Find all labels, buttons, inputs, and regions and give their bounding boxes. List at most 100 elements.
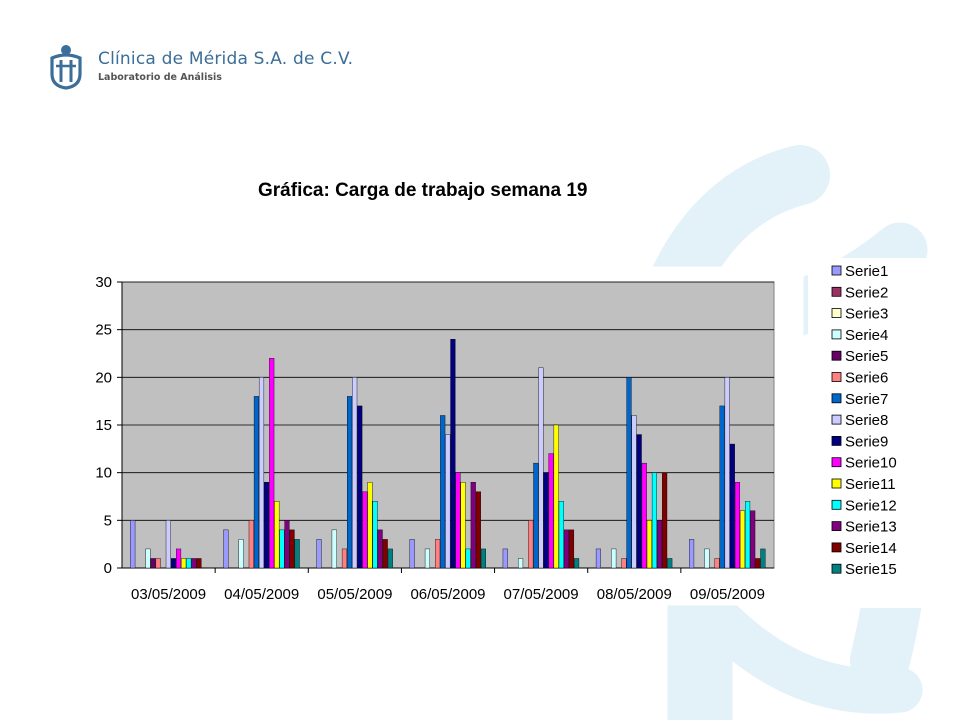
bar-serie14-3: [382, 539, 388, 569]
bar-serie1-1: [130, 520, 136, 569]
bar-serie4-1: [145, 548, 151, 569]
bar-serie4-7: [704, 548, 710, 569]
bar-serie15-5: [574, 558, 580, 569]
bar-serie1-4: [409, 539, 415, 569]
bar-serie5-1: [150, 558, 156, 569]
x-tick-label: 04/05/2009: [224, 586, 299, 603]
legend-swatch-serie12: [831, 499, 842, 510]
bar-serie8-2: [258, 377, 265, 569]
legend-swatch-serie5: [831, 350, 842, 361]
bar-serie7-7: [719, 405, 725, 569]
legend-swatch-serie6: [831, 372, 842, 382]
bar-serie13-4: [470, 482, 476, 569]
bar-serie14-4: [475, 491, 481, 569]
legend-swatch-serie4: [831, 329, 842, 340]
bar-serie6-7: [714, 558, 720, 569]
bar-serie8-1: [165, 520, 171, 569]
bar-serie6-4: [435, 539, 441, 569]
bar-serie9-6: [636, 434, 642, 569]
bar-serie12-1: [186, 558, 192, 569]
bar-serie6-3: [341, 548, 348, 569]
bar-serie4-5: [518, 558, 524, 569]
legend-label-serie2: Serie2: [845, 284, 888, 301]
legend-swatch-serie13: [831, 521, 842, 531]
legend-swatch-serie11: [831, 478, 842, 489]
bar-serie10-1: [176, 548, 182, 569]
bar-serie11-6: [646, 520, 652, 569]
bar-serie11-3: [367, 482, 373, 569]
bar-serie7-6: [626, 377, 632, 569]
bar-serie4-4: [424, 548, 430, 569]
bar-serie11-5: [553, 424, 559, 569]
bar-serie6-5: [528, 520, 534, 569]
bar-serie10-3: [362, 491, 368, 569]
bar-serie12-6: [651, 472, 657, 569]
bar-serie13-3: [377, 529, 383, 569]
clinic-logo-icon: [50, 45, 82, 90]
bar-serie12-2: [279, 529, 285, 569]
bar-serie1-7: [689, 539, 695, 569]
bar-serie10-6: [641, 462, 647, 569]
bar-serie15-7: [760, 548, 766, 569]
bar-serie9-7: [729, 443, 735, 569]
y-tick-label: 15: [95, 417, 112, 434]
legend-label-serie12: Serie12: [845, 497, 897, 514]
bar-serie1-2: [223, 529, 229, 569]
bar-serie4-2: [238, 539, 244, 569]
y-tick-label: 0: [104, 560, 112, 577]
x-tick-label: 03/05/2009: [131, 586, 206, 603]
bar-serie12-3: [372, 501, 378, 569]
legend-label-serie11: Serie11: [845, 476, 896, 493]
bar-serie9-1: [170, 558, 177, 569]
bar-serie8-6: [631, 415, 637, 569]
legend-label-serie13: Serie13: [845, 519, 897, 536]
bar-serie6-6: [621, 558, 627, 569]
bar-serie11-2: [274, 501, 280, 569]
legend-label-serie3: Serie3: [845, 306, 888, 323]
legend-label-serie1: Serie1: [845, 263, 888, 280]
slide-title: Gráfica: Carga de trabajo semana 19: [258, 180, 588, 201]
company-subtitle: Laboratorio de Análisis: [98, 72, 222, 83]
bar-serie6-1: [155, 558, 161, 569]
y-tick-label: 20: [95, 369, 112, 386]
bar-serie7-4: [440, 415, 446, 569]
bar-serie14-1: [196, 558, 202, 569]
legend-swatch-serie9: [831, 435, 842, 446]
bar-serie14-6: [662, 472, 668, 569]
bar-serie9-2: [264, 482, 270, 569]
y-tick-label: 30: [95, 274, 112, 291]
legend-label-serie15: Serie15: [845, 561, 897, 578]
bar-serie1-6: [595, 548, 601, 569]
bar-serie8-3: [352, 377, 358, 569]
bar-serie15-3: [387, 548, 393, 569]
bar-serie11-4: [460, 482, 466, 569]
bar-serie8-5: [538, 367, 544, 569]
y-tick-label: 10: [95, 465, 112, 482]
legend-swatch-serie15: [831, 563, 842, 574]
bar-serie11-7: [739, 510, 746, 569]
x-tick-label: 06/05/2009: [410, 586, 485, 603]
bar-serie9-4: [450, 339, 456, 569]
bar-serie1-5: [502, 548, 508, 569]
legend-swatch-serie10: [831, 457, 842, 468]
y-tick-label: 5: [104, 512, 112, 529]
bar-serie15-4: [480, 548, 486, 569]
bar-serie12-4: [465, 548, 471, 569]
legend-label-serie9: Serie9: [845, 433, 888, 450]
bar-serie12-7: [745, 501, 751, 569]
bar-serie15-6: [667, 558, 673, 569]
bar-serie10-4: [455, 472, 461, 569]
company-name: Clínica de Mérida S.A. de C.V.: [98, 49, 354, 69]
legend-swatch-serie1: [831, 265, 842, 276]
bar-serie10-7: [734, 482, 740, 569]
legend-label-serie7: Serie7: [845, 391, 888, 408]
bar-serie1-3: [316, 539, 322, 569]
legend-swatch-serie8: [831, 414, 842, 425]
bar-serie7-5: [533, 462, 539, 569]
legend-label-serie5: Serie5: [845, 348, 888, 365]
bar-serie4-3: [331, 529, 337, 569]
bar-serie11-1: [181, 558, 187, 569]
bar-serie7-3: [347, 396, 353, 569]
y-tick-label: 25: [95, 322, 112, 339]
bar-serie10-2: [269, 358, 275, 569]
